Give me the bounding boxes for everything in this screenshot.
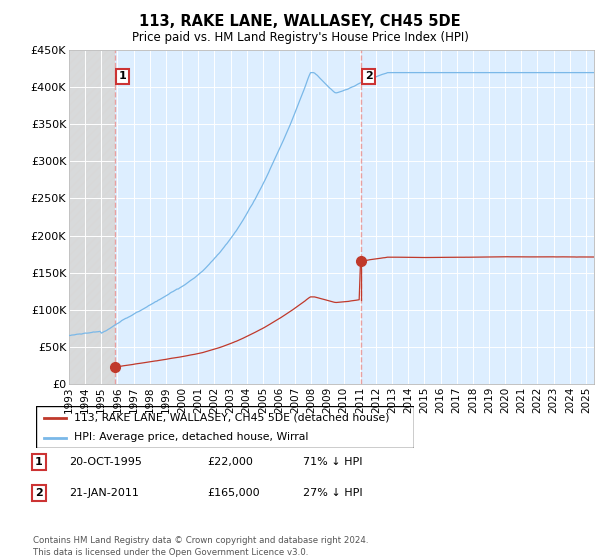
Text: 27% ↓ HPI: 27% ↓ HPI [303, 488, 362, 498]
Text: 20-OCT-1995: 20-OCT-1995 [69, 457, 142, 467]
Text: 1: 1 [119, 71, 127, 81]
Text: £165,000: £165,000 [207, 488, 260, 498]
Text: HPI: Average price, detached house, Wirral: HPI: Average price, detached house, Wirr… [74, 432, 308, 442]
Text: 2: 2 [35, 488, 43, 498]
Text: 113, RAKE LANE, WALLASEY, CH45 5DE: 113, RAKE LANE, WALLASEY, CH45 5DE [139, 14, 461, 29]
Text: 71% ↓ HPI: 71% ↓ HPI [303, 457, 362, 467]
Text: £22,000: £22,000 [207, 457, 253, 467]
Bar [69, 50, 115, 384]
Text: 113, RAKE LANE, WALLASEY, CH45 5DE (detached house): 113, RAKE LANE, WALLASEY, CH45 5DE (deta… [74, 413, 389, 423]
Text: 21-JAN-2011: 21-JAN-2011 [69, 488, 139, 498]
Text: 2: 2 [365, 71, 373, 81]
Text: Contains HM Land Registry data © Crown copyright and database right 2024.
This d: Contains HM Land Registry data © Crown c… [33, 536, 368, 557]
Text: 1: 1 [35, 457, 43, 467]
Text: Price paid vs. HM Land Registry's House Price Index (HPI): Price paid vs. HM Land Registry's House … [131, 31, 469, 44]
